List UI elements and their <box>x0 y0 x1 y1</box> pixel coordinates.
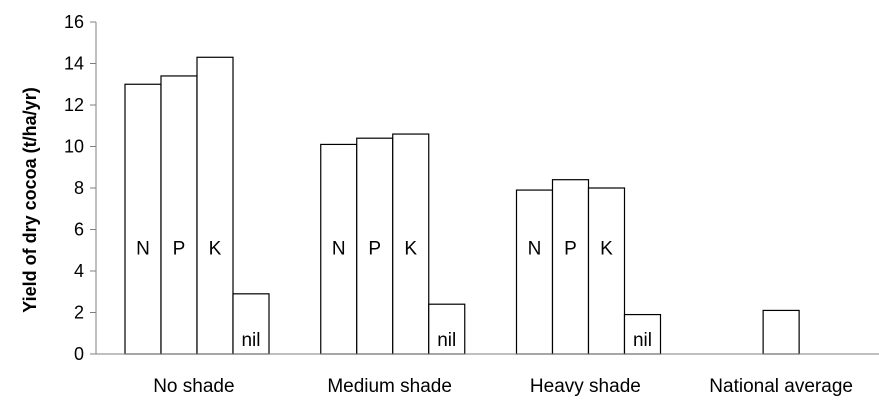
category-label: Heavy shade <box>530 376 641 397</box>
bar-p <box>551 179 590 355</box>
bar-n <box>515 189 554 355</box>
bar-label: P <box>564 238 577 259</box>
bar-nil <box>762 309 800 355</box>
bar-label: N <box>136 238 150 259</box>
y-tick-label: 6 <box>74 220 84 240</box>
category-label: Medium shade <box>327 376 452 397</box>
y-tick-label: 4 <box>74 261 84 281</box>
bar-label: N <box>528 238 542 259</box>
category-labels: No shade Medium shade Heavy shade National … <box>153 376 853 397</box>
bar-label: K <box>600 238 613 259</box>
bar-k <box>587 187 626 355</box>
bar-label: K <box>209 238 222 259</box>
y-tick-label: 10 <box>64 137 84 157</box>
y-tick-label: 16 <box>64 12 84 32</box>
y-axis-ticks: 0 2 4 6 8 10 12 14 16 <box>64 12 96 364</box>
bar-label: nil <box>241 330 260 351</box>
bar-label: P <box>173 238 186 259</box>
bar-label: P <box>368 238 381 259</box>
category-label: National average <box>709 376 853 397</box>
bar-label: nil <box>437 330 456 351</box>
y-tick-label: 8 <box>74 178 84 198</box>
y-axis-title: Yield of dry cocoa (t/ha/yr) <box>20 87 40 312</box>
bar-n <box>124 83 162 355</box>
y-tick-label: 12 <box>64 95 84 115</box>
y-tick-label: 0 <box>74 344 84 364</box>
y-tick-label: 14 <box>64 54 84 74</box>
y-tick-label: 2 <box>74 303 84 323</box>
bars <box>124 56 800 355</box>
bar-nil <box>232 293 270 355</box>
bar-label: N <box>332 238 346 259</box>
category-label: No shade <box>153 376 234 397</box>
bar-label: K <box>404 238 417 259</box>
bar-label: nil <box>633 330 652 351</box>
bar-k <box>196 56 234 355</box>
bar-p <box>160 75 198 355</box>
